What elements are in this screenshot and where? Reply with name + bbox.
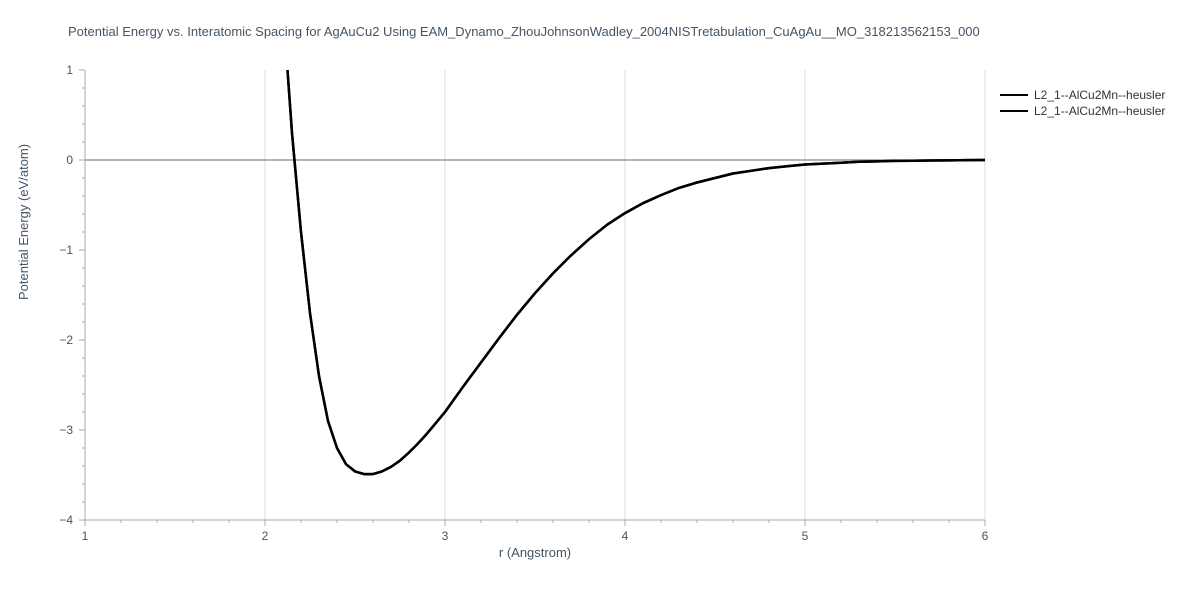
y-axis-label: Potential Energy (eV/atom) — [16, 144, 31, 300]
x-axis-label: r (Angstrom) — [0, 545, 985, 560]
svg-text:0: 0 — [66, 153, 73, 167]
svg-text:5: 5 — [802, 529, 809, 543]
svg-text:−4: −4 — [59, 513, 73, 527]
legend-swatch-icon — [1000, 94, 1028, 96]
svg-text:−2: −2 — [59, 333, 73, 347]
plot-area: −4−3−2−101123456 — [85, 70, 985, 520]
legend-item: L2_1--AlCu2Mn--heusler — [1000, 104, 1165, 118]
svg-text:−3: −3 — [59, 423, 73, 437]
svg-text:−1: −1 — [59, 243, 73, 257]
legend: L2_1--AlCu2Mn--heusler L2_1--AlCu2Mn--he… — [1000, 88, 1165, 120]
svg-text:1: 1 — [82, 529, 89, 543]
svg-text:6: 6 — [982, 529, 989, 543]
legend-swatch-icon — [1000, 110, 1028, 112]
legend-label: L2_1--AlCu2Mn--heusler — [1034, 88, 1165, 102]
svg-text:4: 4 — [622, 529, 629, 543]
svg-text:2: 2 — [262, 529, 269, 543]
legend-item: L2_1--AlCu2Mn--heusler — [1000, 88, 1165, 102]
legend-label: L2_1--AlCu2Mn--heusler — [1034, 104, 1165, 118]
svg-text:3: 3 — [442, 529, 449, 543]
chart-title: Potential Energy vs. Interatomic Spacing… — [68, 24, 980, 39]
svg-text:1: 1 — [66, 63, 73, 77]
